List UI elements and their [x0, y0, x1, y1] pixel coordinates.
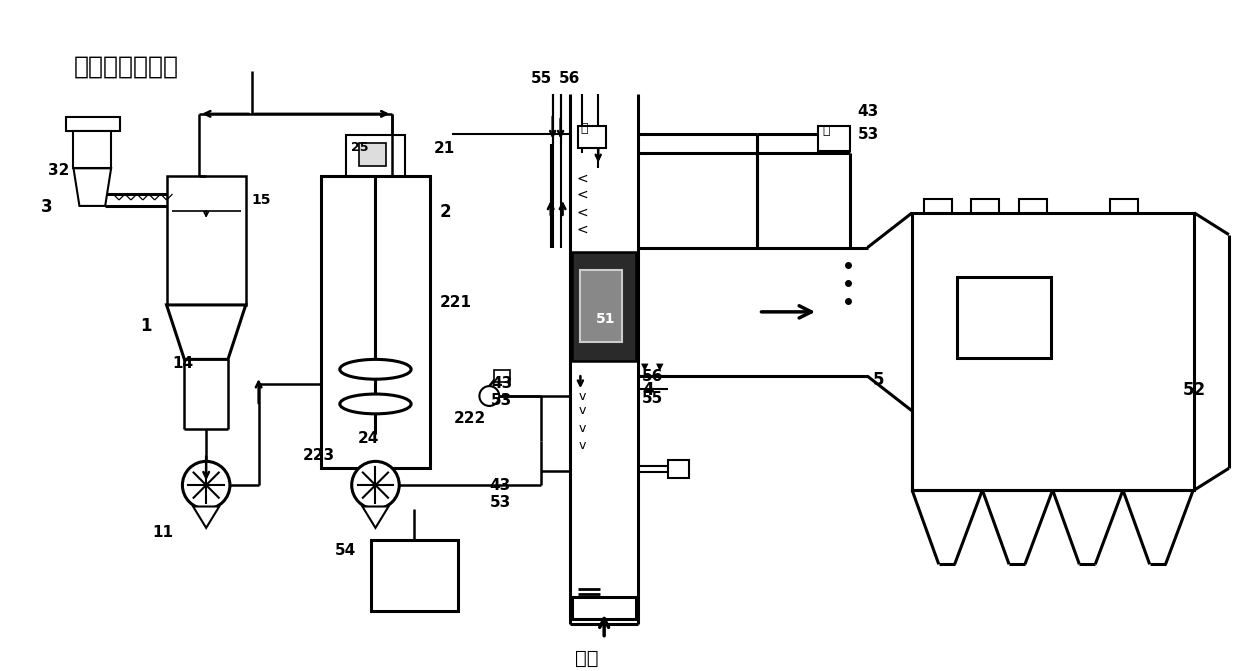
- Ellipse shape: [340, 394, 412, 414]
- Text: 1: 1: [140, 317, 151, 335]
- Polygon shape: [166, 305, 246, 360]
- Text: ⦻: ⦻: [580, 121, 588, 135]
- Text: 55: 55: [531, 71, 552, 87]
- Bar: [1110, 199, 1138, 213]
- Circle shape: [480, 386, 500, 406]
- Text: 43: 43: [490, 478, 511, 493]
- Text: 221: 221: [440, 295, 471, 310]
- Text: 25: 25: [351, 141, 368, 154]
- Text: 4: 4: [642, 381, 653, 399]
- Text: <: <: [577, 206, 588, 220]
- Text: 223: 223: [304, 448, 335, 462]
- Bar: [573, 252, 636, 362]
- Text: 52: 52: [1183, 381, 1205, 399]
- Text: 53: 53: [491, 393, 512, 408]
- Text: v: v: [578, 405, 585, 417]
- Bar: [913, 213, 1194, 490]
- Text: 53: 53: [858, 127, 879, 142]
- Text: <: <: [577, 171, 588, 185]
- Text: 54: 54: [335, 543, 356, 558]
- Text: v: v: [578, 439, 585, 452]
- Bar: [358, 142, 387, 166]
- Text: 11: 11: [153, 525, 174, 539]
- Text: 水或者脱硫废水: 水或者脱硫废水: [73, 54, 179, 79]
- Bar: [66, 117, 120, 131]
- Text: <: <: [577, 188, 588, 202]
- Bar: [580, 270, 622, 342]
- Text: 43: 43: [858, 104, 879, 119]
- Text: 222: 222: [454, 411, 486, 426]
- Bar: [321, 176, 430, 468]
- Text: 51: 51: [596, 312, 616, 326]
- Text: 2: 2: [440, 203, 451, 221]
- Ellipse shape: [340, 360, 412, 379]
- Text: 56: 56: [642, 369, 663, 384]
- Bar: [495, 370, 510, 382]
- Text: 烟气: 烟气: [575, 648, 599, 668]
- Text: <: <: [577, 223, 588, 237]
- Text: 32: 32: [48, 163, 69, 178]
- Text: 24: 24: [357, 431, 379, 446]
- Text: 3: 3: [41, 198, 52, 216]
- Text: 53: 53: [490, 495, 511, 510]
- Text: 55: 55: [642, 391, 663, 406]
- Polygon shape: [73, 168, 112, 206]
- Circle shape: [182, 462, 229, 509]
- Text: v: v: [578, 390, 585, 403]
- Bar: [578, 125, 606, 148]
- Circle shape: [352, 462, 399, 509]
- Bar: [371, 539, 458, 611]
- Text: v: v: [578, 422, 585, 435]
- Bar: [971, 199, 999, 213]
- Bar: [667, 460, 689, 478]
- Bar: [956, 277, 1050, 358]
- Bar: [818, 125, 849, 152]
- Text: 43: 43: [491, 376, 512, 391]
- Text: 5: 5: [873, 371, 884, 389]
- Bar: [346, 135, 405, 176]
- Bar: [73, 131, 112, 168]
- Polygon shape: [193, 507, 219, 528]
- Bar: [573, 597, 636, 619]
- Text: ▼: ▼: [656, 361, 663, 371]
- Text: 56: 56: [558, 71, 580, 87]
- Bar: [166, 176, 246, 305]
- Text: ▼: ▼: [641, 361, 649, 371]
- Polygon shape: [362, 507, 388, 528]
- Text: 14: 14: [172, 356, 193, 372]
- Bar: [924, 199, 951, 213]
- Text: ⦻: ⦻: [822, 123, 830, 137]
- Bar: [1019, 199, 1047, 213]
- Text: 21: 21: [434, 141, 455, 156]
- Text: 15: 15: [252, 193, 272, 207]
